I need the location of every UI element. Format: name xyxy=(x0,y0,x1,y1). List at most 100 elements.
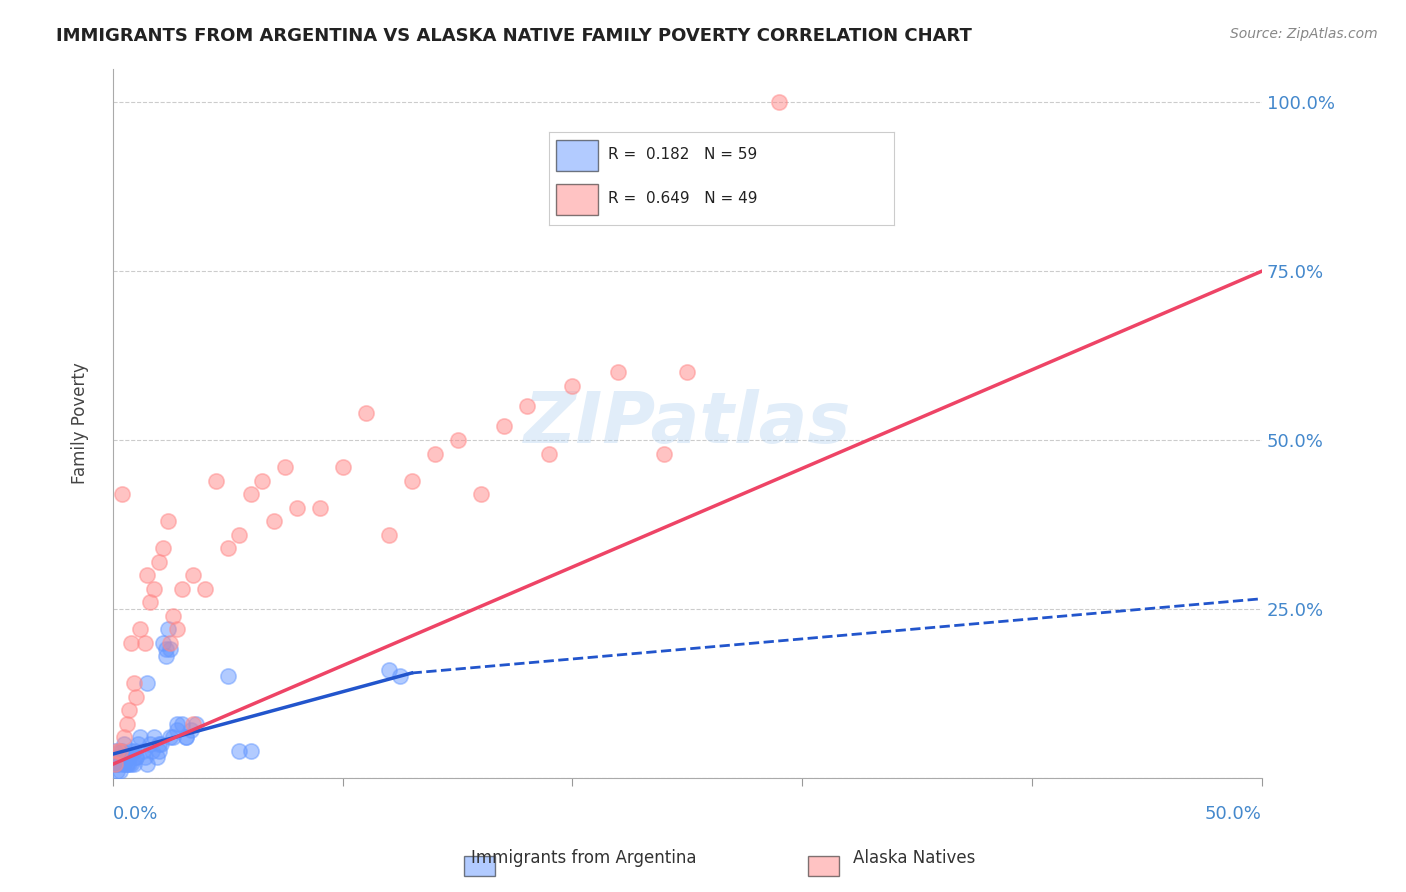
Point xyxy=(176,730,198,744)
Point xyxy=(152,541,174,555)
Point xyxy=(166,723,188,738)
Point xyxy=(118,703,141,717)
Point xyxy=(308,500,330,515)
Point xyxy=(136,568,159,582)
Point xyxy=(122,676,145,690)
Point xyxy=(129,730,152,744)
Point xyxy=(155,649,177,664)
Text: IMMIGRANTS FROM ARGENTINA VS ALASKA NATIVE FAMILY POVERTY CORRELATION CHART: IMMIGRANTS FROM ARGENTINA VS ALASKA NATI… xyxy=(56,27,972,45)
Point xyxy=(159,730,181,744)
Point xyxy=(120,635,142,649)
Point xyxy=(228,527,250,541)
Point xyxy=(148,555,170,569)
Point xyxy=(354,406,377,420)
Y-axis label: Family Poverty: Family Poverty xyxy=(72,362,89,484)
Point xyxy=(145,750,167,764)
Point xyxy=(134,635,156,649)
Point xyxy=(111,757,134,772)
Point xyxy=(112,757,135,772)
Text: 50.0%: 50.0% xyxy=(1205,805,1263,823)
Point xyxy=(162,608,184,623)
Point xyxy=(120,744,142,758)
Point xyxy=(108,744,131,758)
Point xyxy=(184,716,207,731)
Point xyxy=(176,730,198,744)
Point xyxy=(159,635,181,649)
Point xyxy=(122,757,145,772)
Point xyxy=(676,366,699,380)
Point xyxy=(143,582,166,596)
Point xyxy=(112,737,135,751)
Point xyxy=(166,622,188,636)
Point xyxy=(166,716,188,731)
Point xyxy=(125,690,148,704)
Point xyxy=(104,757,127,772)
Point xyxy=(143,730,166,744)
Point xyxy=(155,642,177,657)
Point xyxy=(120,757,142,772)
Point xyxy=(111,750,134,764)
Point xyxy=(107,757,129,772)
Point xyxy=(156,514,179,528)
Text: Alaska Natives: Alaska Natives xyxy=(852,849,976,867)
Point xyxy=(285,500,308,515)
Point xyxy=(108,764,131,778)
Point xyxy=(108,750,131,764)
Point xyxy=(170,582,193,596)
Point xyxy=(228,744,250,758)
Point xyxy=(115,750,138,764)
Point xyxy=(389,669,412,683)
Point xyxy=(180,723,202,738)
Point xyxy=(492,419,515,434)
Point xyxy=(115,716,138,731)
Text: Immigrants from Argentina: Immigrants from Argentina xyxy=(471,849,696,867)
Point xyxy=(423,446,446,460)
Point xyxy=(170,716,193,731)
Point xyxy=(150,737,173,751)
Point xyxy=(217,669,239,683)
Point xyxy=(104,757,127,772)
Point xyxy=(162,730,184,744)
Point xyxy=(138,595,160,609)
Text: Source: ZipAtlas.com: Source: ZipAtlas.com xyxy=(1230,27,1378,41)
Point xyxy=(538,446,561,460)
Point xyxy=(377,527,399,541)
Point xyxy=(107,757,129,772)
Point xyxy=(561,379,583,393)
Point xyxy=(136,676,159,690)
Point xyxy=(159,642,181,657)
Point xyxy=(138,737,160,751)
Point xyxy=(239,487,262,501)
Point xyxy=(205,474,228,488)
Point xyxy=(107,764,129,778)
Point xyxy=(107,744,129,758)
Point xyxy=(181,568,204,582)
Point xyxy=(217,541,239,555)
Point xyxy=(470,487,492,501)
Point xyxy=(125,750,148,764)
Point xyxy=(125,750,148,764)
Point xyxy=(446,433,468,447)
Point xyxy=(127,737,149,751)
Point xyxy=(115,757,138,772)
Point xyxy=(122,744,145,758)
Point xyxy=(129,622,152,636)
Point xyxy=(111,487,134,501)
Point xyxy=(194,582,217,596)
Point xyxy=(252,474,274,488)
Text: 0.0%: 0.0% xyxy=(112,805,159,823)
Point xyxy=(768,95,790,110)
Point xyxy=(115,757,138,772)
Point xyxy=(332,460,354,475)
Point xyxy=(112,730,135,744)
Point xyxy=(108,744,131,758)
Point xyxy=(134,750,156,764)
Point xyxy=(274,460,297,475)
Point xyxy=(148,744,170,758)
Point xyxy=(181,716,204,731)
Point xyxy=(108,750,131,764)
Point xyxy=(152,635,174,649)
Point xyxy=(377,663,399,677)
Point xyxy=(118,750,141,764)
Point xyxy=(136,757,159,772)
